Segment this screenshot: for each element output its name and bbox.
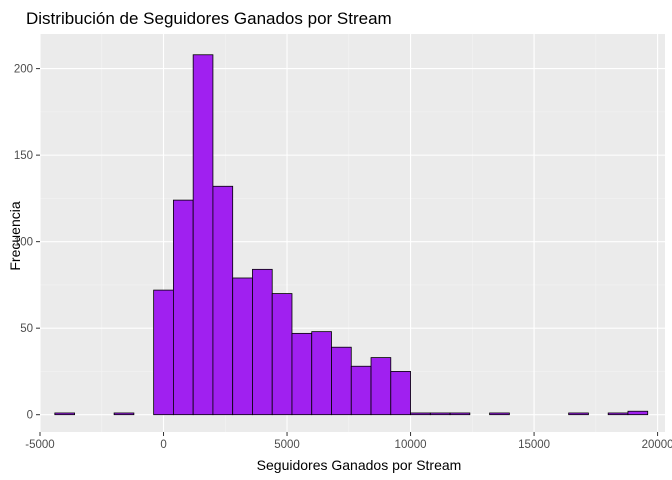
- histogram-bar: [54, 412, 75, 416]
- x-axis-label: Seguidores Ganados por Stream: [257, 457, 462, 473]
- histogram-bar: [331, 346, 352, 416]
- histogram-bar: [390, 371, 411, 416]
- x-tick-label: 15000: [518, 439, 550, 451]
- histogram-bar: [271, 293, 293, 416]
- y-tick-label: 0: [27, 410, 33, 422]
- x-tick-label: 5000: [274, 439, 300, 451]
- histogram-bar: [568, 412, 589, 416]
- x-tick-label: -5000: [25, 439, 54, 451]
- histogram-bar: [192, 54, 214, 416]
- histogram-bar: [627, 410, 649, 416]
- histogram-bar: [153, 289, 174, 416]
- histogram-bar: [212, 185, 234, 416]
- histogram-bar: [350, 365, 372, 416]
- histogram-bar: [252, 268, 273, 416]
- histogram-bar: [291, 332, 313, 416]
- y-axis: 0 50 100 150 200: [14, 64, 40, 422]
- histogram-bar: [311, 331, 332, 416]
- y-tick-label: 150: [14, 150, 33, 162]
- y-tick-label: 200: [14, 64, 33, 76]
- histogram-bar: [429, 412, 451, 416]
- histogram-bar: [410, 412, 431, 416]
- histogram-bar: [113, 412, 135, 416]
- plot-panel: [40, 34, 665, 432]
- histogram-bar: [172, 199, 194, 416]
- x-tick-label: 0: [160, 439, 166, 451]
- histogram-bars: [54, 54, 649, 416]
- x-axis: -5000 0 5000 10000 15000 20000: [25, 432, 672, 451]
- histogram-bar: [607, 412, 629, 416]
- y-tick-label: 100: [14, 237, 33, 249]
- histogram-bar: [489, 412, 510, 416]
- histogram-bar: [370, 357, 392, 416]
- chart-title: Distribución de Seguidores Ganados por S…: [26, 9, 392, 28]
- x-tick-label: 20000: [642, 439, 672, 451]
- y-axis-label: Frecuencia: [7, 201, 23, 270]
- x-tick-label: 10000: [395, 439, 427, 451]
- histogram-bar: [232, 277, 253, 416]
- y-tick-label: 50: [20, 323, 33, 335]
- histogram-bar: [449, 412, 471, 416]
